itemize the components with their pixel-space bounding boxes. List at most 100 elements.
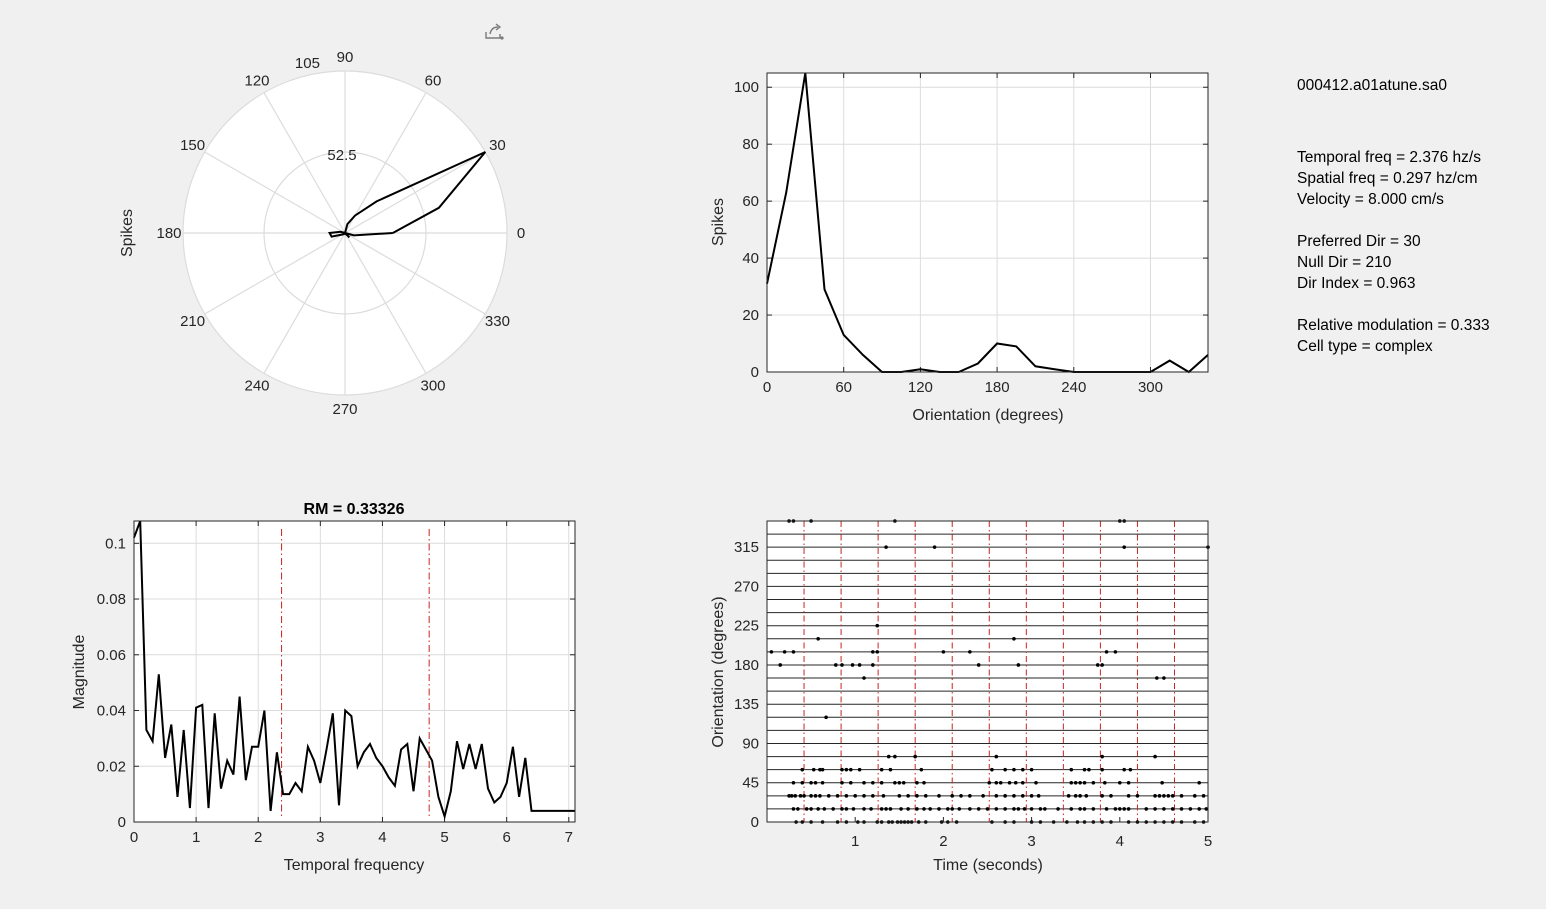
y-tick-label: 135	[734, 696, 759, 713]
spike-mark	[813, 780, 818, 785]
spike-mark	[1192, 794, 1197, 798]
y-tick-label: 315	[734, 539, 759, 556]
spectrum-ticks: 0 1 2 3 4 5 6 7 0 0.02 0.04 0.06 0.08 0.1	[97, 521, 575, 846]
x-tick-label: 300	[1138, 379, 1163, 396]
filename-text: 000412.a01atune.sa0	[1297, 77, 1447, 94]
spike-mark	[1113, 650, 1118, 654]
dir-index-text: Dir Index = 0.963	[1297, 275, 1416, 292]
spike-mark	[893, 780, 897, 785]
raster-plot-area	[767, 521, 1208, 822]
spike-mark	[818, 767, 822, 772]
spike-mark	[1179, 807, 1184, 811]
spike-mark	[800, 767, 805, 772]
polar-spoke	[344, 232, 486, 315]
spectrum-axes-box	[133, 520, 576, 823]
polar-r-label: 52.5	[327, 147, 356, 164]
y-tick-label: 0	[751, 814, 759, 831]
spike-mark	[990, 767, 994, 772]
polar-spoke	[344, 92, 427, 234]
polar-theta-label: 0	[517, 225, 525, 242]
spike-mark	[816, 636, 820, 641]
spike-mark	[848, 780, 853, 785]
spike-mark	[1197, 807, 1201, 811]
spectrum-series-line	[133, 520, 575, 821]
spike-mark	[862, 794, 866, 798]
spike-mark	[928, 807, 932, 811]
info-panel: 000412.a01atune.sa0 Temporal freq = 2.37…	[1297, 75, 1490, 357]
polar-theta-label: 330	[485, 313, 510, 330]
spike-mark	[937, 807, 941, 811]
export-button[interactable]	[482, 20, 506, 42]
spike-mark	[1073, 780, 1078, 785]
polar-spoke	[344, 151, 486, 234]
x-tick-label: 4	[1116, 833, 1124, 850]
spatial-freq-text: Spatial freq = 0.297 hz/cm	[1297, 170, 1478, 187]
x-tick-label: 180	[985, 379, 1010, 396]
spike-mark	[1082, 767, 1087, 772]
tuning-ticks: 0 60 120 180 240 300 0 20 40 60 80 100	[734, 73, 1208, 396]
spike-mark	[1003, 794, 1007, 798]
spike-mark	[994, 780, 999, 785]
spike-mark	[1078, 794, 1082, 798]
x-tick-label: 240	[1061, 379, 1086, 396]
spike-mark	[1100, 767, 1104, 772]
spike-mark	[857, 767, 862, 772]
polar-theta-label: 240	[244, 377, 269, 394]
spike-mark	[1073, 794, 1078, 798]
spike-mark	[1036, 794, 1041, 798]
spike-mark	[1135, 794, 1140, 798]
polar-theta-label: 270	[332, 401, 357, 418]
polar-spoke	[263, 232, 346, 374]
spike-mark	[1197, 780, 1201, 785]
x-tick-label: 6	[503, 829, 511, 846]
spike-mark	[1153, 794, 1157, 798]
x-tick-label: 4	[378, 829, 386, 846]
y-tick-label: 270	[734, 578, 759, 595]
spike-mark	[981, 794, 985, 798]
spike-mark	[791, 807, 796, 811]
spike-mark	[840, 807, 844, 811]
spike-mark	[818, 794, 822, 798]
spike-mark	[802, 794, 806, 798]
spike-mark	[793, 794, 798, 798]
spike-mark	[1153, 807, 1157, 811]
spike-mark	[835, 794, 840, 798]
spike-mark	[798, 794, 803, 798]
y-tick-label: 0	[751, 364, 759, 381]
spike-mark	[824, 715, 828, 720]
spike-mark	[884, 545, 888, 549]
spectrum-plot: 0 1 2 3 4 5 6 7 0 0.02 0.04 0.06 0.08 0.1 RM = 0.3332…	[71, 501, 576, 874]
spike-mark	[1122, 807, 1127, 811]
spike-mark	[1162, 807, 1166, 811]
polar-theta-label: 210	[180, 313, 205, 330]
spike-mark	[1162, 794, 1166, 798]
spike-mark	[901, 780, 906, 785]
x-tick-label: 3	[1027, 833, 1035, 850]
spike-mark	[968, 807, 972, 811]
y-tick-label: 180	[734, 657, 759, 674]
spike-mark	[1166, 794, 1171, 798]
x-tick-label: 60	[835, 379, 852, 396]
polar-theta-label: 180	[156, 225, 181, 242]
spike-mark	[1007, 780, 1012, 785]
spike-mark	[791, 780, 796, 785]
spike-mark	[937, 794, 941, 798]
spike-mark	[820, 780, 825, 785]
tuning-plot: 0 60 120 180 240 300 0 20 40 60 80 100 Orientation …	[710, 72, 1209, 424]
spike-mark	[840, 780, 844, 785]
spike-mark	[1113, 807, 1118, 811]
spike-mark	[833, 663, 838, 667]
spike-mark	[976, 807, 981, 811]
spike-mark	[968, 650, 972, 654]
polar-theta-label: 150	[180, 137, 205, 154]
polar-series-line	[327, 151, 487, 239]
spike-mark	[897, 780, 902, 785]
spike-mark	[1201, 794, 1206, 798]
spike-mark	[862, 807, 866, 811]
null-dir-text: Null Dir = 210	[1297, 254, 1392, 271]
spike-mark	[922, 780, 926, 785]
spike-mark	[1091, 807, 1096, 811]
spike-mark	[826, 794, 831, 798]
y-tick-label: 20	[742, 307, 759, 324]
spike-mark	[844, 807, 849, 811]
